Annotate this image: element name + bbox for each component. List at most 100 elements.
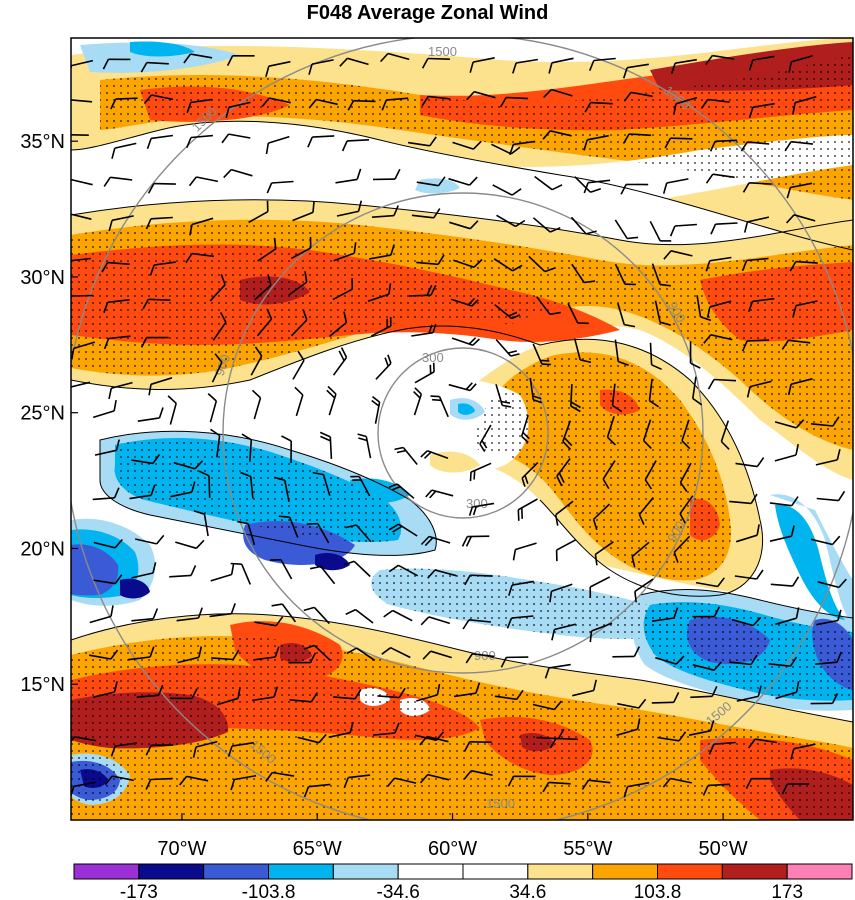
wind-barb-feather xyxy=(473,470,476,480)
wind-barb-shaft xyxy=(71,59,94,67)
contour-label-300b: 300 xyxy=(466,496,488,511)
wind-barb-feather xyxy=(748,106,754,118)
wind-barb-shaft xyxy=(692,376,697,399)
wind-barb-feather xyxy=(423,451,432,459)
wind-barb-feather xyxy=(544,667,550,679)
wind-barb-shaft xyxy=(681,419,690,442)
wind-barb-shaft xyxy=(735,534,758,543)
wind-barb-shaft xyxy=(335,178,358,184)
wind-barb-shaft xyxy=(195,740,218,748)
wind-barb-feather xyxy=(522,431,530,440)
wind-barb-shaft xyxy=(257,248,277,262)
wind-barb-feather xyxy=(273,686,279,698)
wind-barb-feather xyxy=(304,271,308,283)
wind-barb-feather xyxy=(103,338,110,350)
wind-barb-shaft xyxy=(695,581,718,588)
wind-barb-feather xyxy=(467,297,476,306)
wind-barb-shaft xyxy=(111,215,134,222)
wind-barb-feather xyxy=(551,629,556,641)
wind-barb-shaft xyxy=(416,261,439,266)
wind-barb-shaft xyxy=(288,516,299,538)
wind-barb-feather xyxy=(468,506,474,516)
colorbar-swatch xyxy=(397,863,464,880)
wind-barb-feather xyxy=(703,334,712,344)
wind-barb-shaft xyxy=(769,535,792,542)
wind-barb-feather xyxy=(274,646,280,658)
wind-barb-feather xyxy=(194,460,204,470)
wind-barb-shaft xyxy=(775,691,797,700)
wind-barb-shaft xyxy=(790,182,813,189)
wind-barb-shaft xyxy=(494,695,517,701)
wind-barb-shaft xyxy=(795,260,818,264)
wind-barb-shaft xyxy=(284,480,290,503)
wind-barb-shaft xyxy=(297,736,320,744)
wind-barb-feather xyxy=(481,440,488,449)
wind-barb-feather xyxy=(662,777,671,788)
wind-barb-feather xyxy=(432,398,442,402)
wind-barb-feather xyxy=(832,416,840,427)
wind-barb-feather xyxy=(192,746,197,758)
wind-barb-feather xyxy=(542,781,550,793)
wind-barb-shaft xyxy=(749,182,772,185)
wind-barb-feather xyxy=(349,721,354,733)
contour-label-1500f: 1500 xyxy=(486,796,515,811)
wind-barb-feather xyxy=(113,399,117,412)
wind-barb-shaft xyxy=(426,735,449,743)
wind-barb-feather xyxy=(381,647,392,655)
wind-barb-feather xyxy=(393,205,399,216)
wind-barb-shaft xyxy=(295,394,304,417)
wind-barb-shaft xyxy=(774,454,797,462)
wind-barb-feather xyxy=(512,264,523,272)
wind-barb-feather xyxy=(747,301,754,312)
wind-barb-shaft xyxy=(548,663,571,669)
lon-tick-label: 50°W xyxy=(699,838,748,860)
wind-barb-feather xyxy=(475,682,481,694)
wind-barb-feather xyxy=(345,524,357,529)
wind-barb-feather xyxy=(380,52,389,63)
wind-barb-shaft xyxy=(648,378,653,401)
wind-barb-feather xyxy=(64,100,70,109)
wind-barb-feather xyxy=(499,97,507,108)
wind-barb-shaft xyxy=(71,213,92,220)
wind-barb-shaft xyxy=(574,176,591,193)
wind-barb-shaft xyxy=(74,736,97,742)
wind-barb-feather xyxy=(472,338,480,346)
wind-barb-shaft xyxy=(551,583,573,593)
wind-barb-shaft xyxy=(492,184,513,196)
wind-barb-feather xyxy=(549,738,557,749)
wind-barb-shaft xyxy=(234,774,257,781)
wind-barb-shaft xyxy=(670,777,692,784)
wind-barb-shaft xyxy=(209,612,232,618)
wind-barb-shaft xyxy=(551,88,573,97)
wind-barb-feather xyxy=(551,184,563,191)
wind-barb-shaft xyxy=(328,731,351,738)
wind-barb-feather xyxy=(606,436,616,446)
contour-label-300a: 300 xyxy=(422,350,444,365)
wind-barb-feather xyxy=(752,616,762,627)
wind-barb-feather xyxy=(381,99,388,111)
wind-barb-shaft xyxy=(228,101,251,109)
wind-barb-feather xyxy=(592,679,597,691)
wind-barb-feather xyxy=(548,62,553,74)
wind-barb-feather xyxy=(465,653,473,664)
wind-barb-feather xyxy=(623,786,629,798)
wind-barb-shaft xyxy=(536,296,551,315)
wind-barb-shaft xyxy=(177,656,200,664)
wind-barb-shaft xyxy=(793,743,816,750)
wind-barb-feather xyxy=(469,176,478,186)
wind-barb-shaft xyxy=(774,421,797,429)
wind-barb-shaft xyxy=(268,60,291,67)
map-panel: 300 300 900 900 900 900 1500 1500 1500 1… xyxy=(64,38,853,820)
wind-barb-shaft xyxy=(268,135,290,144)
colorbar-swatch xyxy=(332,863,399,880)
wind-barb-shaft xyxy=(280,559,293,580)
wind-barb-shaft xyxy=(89,615,112,624)
wind-barb-feather xyxy=(678,731,687,742)
wind-barb-feather xyxy=(602,478,610,490)
wind-barb-feather xyxy=(113,487,120,499)
wind-barb-feather xyxy=(426,285,433,296)
wind-barb-feather xyxy=(230,563,235,575)
wind-barb-shaft xyxy=(707,98,730,103)
wind-barb-shaft xyxy=(93,691,115,698)
